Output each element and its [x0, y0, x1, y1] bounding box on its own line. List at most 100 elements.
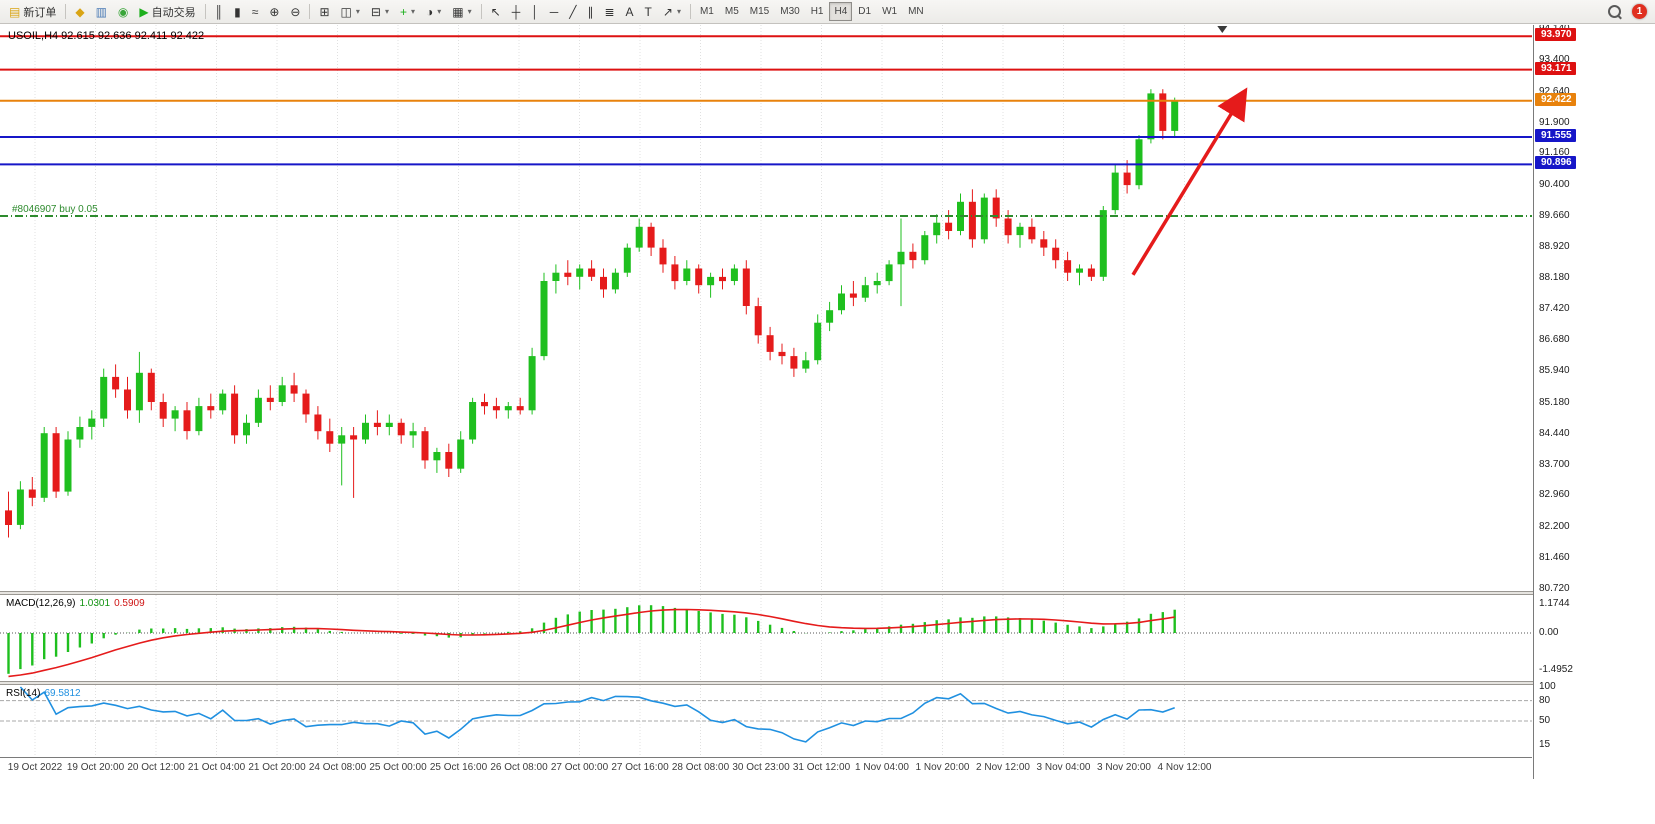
time-axis-label: 26 Oct 08:00 — [490, 762, 548, 773]
search-icon[interactable] — [1608, 5, 1621, 18]
price-tick: 88.180 — [1539, 271, 1570, 283]
templates-button[interactable]: ▦ ▾ — [447, 1, 476, 23]
trade-line-label: #8046907 buy 0.05 — [12, 204, 98, 215]
line-chart-button-icon: ≈ — [251, 4, 259, 19]
macd-svg — [0, 595, 1532, 681]
rsi-name: RSI(14) — [6, 688, 41, 699]
time-axis-label: 4 Nov 12:00 — [1157, 762, 1212, 773]
timeframe-button-h4[interactable]: H4 — [829, 2, 853, 21]
trendline-button[interactable]: ╱ — [564, 1, 581, 23]
bar-chart-button[interactable]: ║ — [210, 1, 229, 23]
autotrading-button-label: 自动交易 — [151, 6, 196, 19]
new-order-button[interactable]: ▤ 新订单 — [4, 1, 61, 23]
timeframe-button-m5[interactable]: M5 — [724, 6, 739, 17]
timeframe-button-m15[interactable]: M15 — [749, 6, 770, 17]
market-watch-button-icon: ▥ — [95, 4, 107, 19]
time-axis[interactable]: 19 Oct 2022 19 Oct 20:00 20 Oct 12:00 21 Oc… — [0, 757, 1532, 779]
periods-button-icon: ◑ — [426, 4, 434, 19]
arrange-windows-button[interactable]: ⊟ ▾ — [366, 1, 394, 23]
rsi-line — [19, 686, 1175, 743]
rsi-axis-tick: 80 — [1539, 694, 1551, 706]
resistance-line-1-price-badge: 93.970 — [1535, 28, 1576, 42]
support-line-2-price-badge: 90.896 — [1535, 156, 1576, 170]
time-axis-label: 1 Nov 04:00 — [855, 762, 909, 773]
toolbar-separator — [480, 4, 482, 19]
cursor-button[interactable]: ↖ — [486, 1, 506, 23]
candlestick-chart-button[interactable]: ▮ — [229, 1, 246, 23]
zoom-in-button[interactable]: ⊕ — [264, 1, 284, 23]
new-order-button-icon: ▤ — [9, 4, 21, 19]
price-tick: 89.660 — [1539, 209, 1570, 221]
candlestick-chart[interactable]: #8046907 buy 0.05 — [0, 25, 1532, 591]
time-axis-label: 19 Oct 20:00 — [66, 762, 125, 773]
new-order-button-label: 新订单 — [23, 6, 57, 19]
price-axis[interactable]: 94.14093.40092.64091.90091.16090.40089.6… — [1533, 25, 1655, 779]
timeframe-button-d1[interactable]: D1 — [858, 6, 872, 17]
macd-panel[interactable]: MACD(12,26,9) 1.0301 0.5909 — [0, 595, 1532, 681]
price-tick: 88.920 — [1539, 240, 1570, 252]
arrows-button[interactable]: ↗ ▾ — [658, 1, 686, 23]
price-tick: 85.180 — [1539, 396, 1570, 408]
cascade-windows-button-icon: ◫ — [340, 4, 352, 19]
cursor-button-icon: ↖ — [490, 4, 501, 19]
chart-title: USOIL,H4 92.615 92.636 92.411 92.422 — [8, 30, 205, 42]
market-watch-button[interactable]: ▥ — [91, 1, 112, 23]
price-tick: 82.200 — [1539, 521, 1570, 533]
zoom-out-button[interactable]: ⊖ — [285, 1, 305, 23]
main-chart-svg: #8046907 buy 0.05 — [0, 25, 1532, 591]
templates-button-icon: ▦ — [452, 4, 464, 19]
chevron-down-icon: ▾ — [437, 7, 442, 16]
price-tick: 87.420 — [1539, 303, 1570, 315]
notification-badge[interactable]: 1 — [1632, 4, 1647, 19]
crosshair-button[interactable]: ┼ — [507, 1, 526, 23]
vertical-line-button-icon: │ — [531, 4, 539, 19]
add-indicator-button-icon: + — [399, 4, 407, 19]
periods-button[interactable]: ◑ ▾ — [421, 1, 446, 23]
candlestick-chart-button-icon: ▮ — [234, 4, 241, 19]
macd-axis-tick: 1.1744 — [1539, 598, 1570, 610]
vertical-line-button[interactable]: │ — [526, 1, 544, 23]
time-axis-label: 25 Oct 00:00 — [369, 762, 427, 773]
fibonacci-button-icon: ≣ — [604, 4, 615, 19]
time-axis-label: 2 Nov 12:00 — [976, 762, 1030, 773]
timeframe-button-mn[interactable]: MN — [908, 6, 924, 17]
macd-name: MACD(12,26,9) — [6, 598, 76, 609]
time-axis-label: 21 Oct 20:00 — [248, 762, 306, 773]
channel-button[interactable]: ∥ — [582, 1, 598, 23]
tile-windows-button[interactable]: ⊞ — [314, 1, 334, 23]
timeframe-button-m30[interactable]: M30 — [780, 6, 800, 17]
channel-button-icon: ∥ — [587, 4, 594, 19]
panel-splitter-rsi[interactable] — [0, 681, 1533, 685]
price-tick: 93.400 — [1539, 54, 1570, 66]
macd-chart[interactable] — [0, 595, 1532, 681]
timeframe-button-h1[interactable]: H1 — [810, 6, 824, 17]
cascade-windows-button[interactable]: ◫ ▾ — [336, 1, 365, 23]
time-axis-label: 31 Oct 12:00 — [792, 762, 851, 773]
horizontal-line-button[interactable]: ─ — [545, 1, 564, 23]
profiles-button-icon: ◆ — [75, 4, 85, 19]
tile-windows-button-icon: ⊞ — [319, 4, 330, 19]
time-axis-label: 30 Oct 23:00 — [732, 762, 790, 773]
rsi-label: RSI(14) 69.5812 — [6, 688, 85, 699]
line-chart-button[interactable]: ≈ — [247, 1, 264, 23]
fibonacci-button[interactable]: ≣ — [599, 1, 619, 23]
time-axis-label: 27 Oct 00:00 — [550, 762, 609, 773]
rsi-chart[interactable] — [0, 685, 1532, 757]
autotrading-button[interactable]: ▶ 自动交易 — [134, 1, 200, 23]
text-button[interactable]: A — [621, 1, 639, 23]
timeframe-button-w1[interactable]: W1 — [882, 6, 898, 17]
toolbar-separator — [689, 4, 691, 19]
chevron-down-icon: ▾ — [676, 7, 681, 16]
profiles-button[interactable]: ◆ — [70, 1, 89, 23]
support-line-1-price-badge: 91.555 — [1535, 128, 1576, 142]
label-button[interactable]: T — [640, 1, 657, 23]
panel-splitter-macd[interactable] — [0, 591, 1533, 595]
strategy-tester-button[interactable]: ◉ — [113, 1, 133, 23]
arrows-button-icon: ↗ — [662, 4, 673, 19]
add-indicator-button[interactable]: + ▾ — [395, 1, 420, 23]
time-axis-label: 20 Oct 12:00 — [127, 762, 185, 773]
timeframe-button-m1[interactable]: M1 — [699, 6, 714, 17]
main-chart-panel[interactable]: USOIL,H4 92.615 92.636 92.411 92.422 #80… — [0, 25, 1532, 591]
rsi-panel[interactable]: RSI(14) 69.5812 — [0, 685, 1532, 757]
price-tick: 92.640 — [1539, 85, 1570, 97]
